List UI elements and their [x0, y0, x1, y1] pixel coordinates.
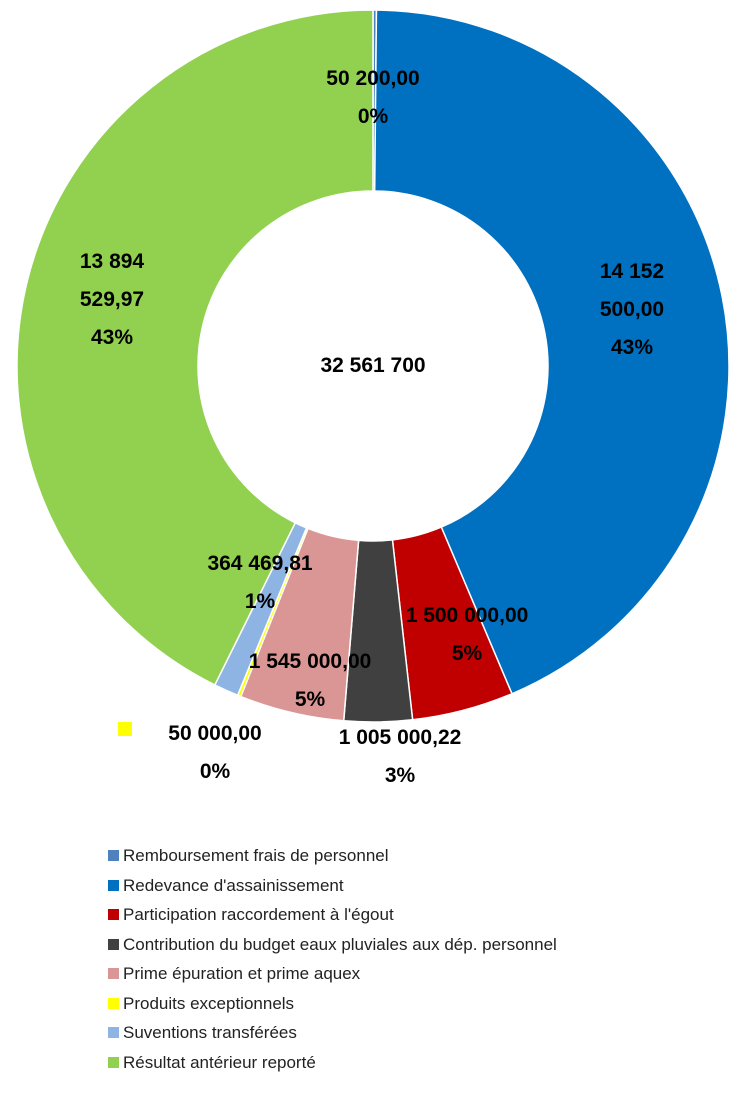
legend-label: Résultat antérieur reporté: [123, 1052, 316, 1072]
data-label-percent: 5%: [294, 688, 326, 711]
legend-label: Remboursement frais de personnel: [123, 846, 389, 865]
legend-swatch: [108, 1027, 119, 1038]
label-key: [118, 722, 132, 736]
data-label: 50 200,00 0%: [326, 60, 419, 136]
legend-label: Suventions transférées: [123, 1023, 297, 1042]
legend-swatch: [108, 879, 119, 891]
legend-swatch: [108, 938, 119, 950]
legend-item: Redevance d'assainissement: [108, 876, 344, 896]
data-label: 14 152 500,00 43%: [577, 253, 687, 367]
data-label-value: 1 005 000,22: [338, 726, 462, 749]
data-label: 364 469,81 1%: [207, 545, 312, 621]
legend-label: Participation raccordement à l'égout: [123, 905, 394, 924]
data-label: 1 005 000,22 3%: [339, 719, 462, 795]
data-label-value: 1 500 000,00: [405, 604, 529, 627]
data-label-value: 50 200,00: [326, 67, 420, 90]
data-label: 1 545 000,00 5%: [249, 643, 372, 719]
legend-swatch: [108, 909, 119, 920]
data-label: 1 500 000,00 5%: [406, 597, 529, 673]
data-label-value: 1 545 000,00: [248, 650, 372, 673]
legend-item: Participation raccordement à l'égout: [108, 905, 394, 925]
data-label-value: 50 000,00: [168, 722, 262, 745]
data-label-percent: 5%: [451, 642, 483, 665]
data-label: 50 000,00 0%: [168, 715, 261, 791]
slice: [373, 9, 730, 695]
legend-swatch: [108, 1056, 119, 1068]
legend-swatch: [108, 850, 119, 861]
data-label: 13 894 529,97 43%: [57, 243, 167, 357]
data-label-value: 364 469,81: [207, 552, 313, 575]
legend-item: Suventions transférées: [108, 1023, 297, 1043]
slice: [16, 9, 374, 686]
data-label-percent: 0%: [199, 760, 231, 783]
legend-swatch: [108, 997, 119, 1009]
center-label: 32 561 700: [320, 354, 426, 377]
data-label-percent: 43%: [90, 326, 134, 349]
legend-label: Contribution du budget eaux pluviales au…: [123, 934, 557, 954]
data-label-value: 13 894 529,97: [79, 250, 145, 311]
legend-swatch: [108, 968, 119, 979]
data-label-percent: 0%: [357, 105, 389, 128]
data-label-percent: 43%: [610, 336, 654, 359]
legend-item: Remboursement frais de personnel: [108, 846, 389, 866]
data-label-percent: 3%: [384, 764, 416, 787]
legend-item: Prime épuration et prime aquex: [108, 964, 360, 984]
data-label-percent: 1%: [244, 590, 276, 613]
data-label-value: 14 152 500,00: [599, 260, 665, 321]
legend-item: Résultat antérieur reporté: [108, 1053, 316, 1073]
legend-label: Produits exceptionnels: [123, 993, 295, 1013]
legend-label: Redevance d'assainissement: [123, 875, 344, 895]
legend-label: Prime épuration et prime aquex: [123, 964, 361, 983]
legend-item: Contribution du budget eaux pluviales au…: [108, 935, 557, 955]
legend-item: Produits exceptionnels: [108, 994, 294, 1014]
